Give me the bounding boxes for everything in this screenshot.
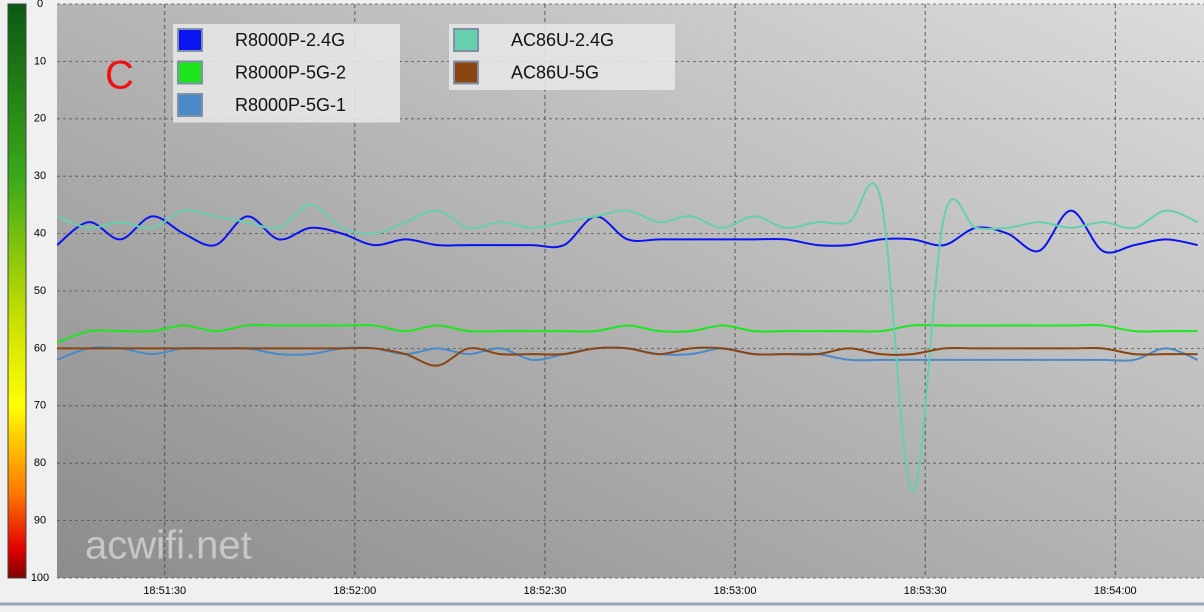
legend-box [173, 24, 400, 123]
y-tick-label: 40 [34, 228, 46, 240]
legend: R8000P-2.4G R8000P-5G-2 R8000P-5G-1 AC86U-2… [173, 24, 675, 123]
y-tick-label: 90 [34, 515, 46, 527]
y-tick-label: 60 [34, 342, 46, 354]
legend-label: R8000P-5G-1 [235, 95, 346, 115]
legend-swatch [177, 93, 203, 117]
x-tick-label: 18:51:30 [143, 585, 186, 597]
legend-swatch [177, 60, 203, 85]
legend-swatch [177, 28, 203, 52]
y-tick-label: 50 [34, 285, 46, 297]
y-tick-label: 30 [34, 170, 46, 182]
y-tick-label: 20 [34, 113, 46, 125]
legend-label: AC86U-5G [511, 62, 599, 82]
color-bar [7, 3, 27, 579]
y-tick-label: 10 [34, 55, 46, 67]
y-tick-label: 0 [37, 0, 43, 10]
watermark: acwifi.net [85, 524, 252, 568]
x-tick-label: 18:53:00 [714, 585, 757, 597]
legend-label: R8000P-2.4G [235, 30, 345, 50]
x-tick-label: 18:52:00 [333, 585, 376, 597]
y-tick-label: 100 [31, 572, 49, 584]
y-tick-label: 80 [34, 457, 46, 469]
lines [57, 182, 1199, 493]
series-line [57, 182, 1199, 493]
legend-label: R8000P-5G-2 [235, 62, 346, 82]
series-line [57, 324, 1198, 344]
series-line [57, 346, 1198, 367]
legend-box [449, 24, 675, 90]
legend-swatch [453, 28, 479, 52]
grid [57, 3, 1204, 579]
y-tick-label: 70 [34, 400, 46, 412]
series-line [57, 209, 1198, 254]
x-tick-label: 18:54:00 [1094, 585, 1137, 597]
annotation: C [105, 54, 134, 98]
x-tick-label: 18:53:30 [904, 585, 947, 597]
legend-swatch [453, 60, 479, 85]
x-tick-label: 18:52:30 [524, 585, 567, 597]
legend-label: AC86U-2.4G [511, 30, 614, 50]
